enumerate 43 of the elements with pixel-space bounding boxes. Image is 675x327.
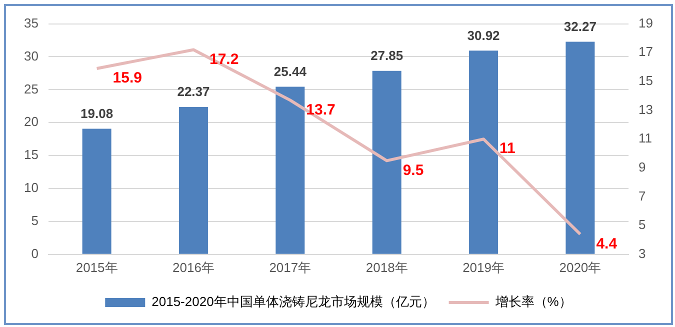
y2-tick-label: 7 <box>638 188 646 204</box>
y-tick-label: 20 <box>24 114 38 130</box>
y2-tick-label: 5 <box>638 217 646 232</box>
data-label: 4.4 <box>596 235 618 252</box>
bar <box>469 50 498 254</box>
data-label: 30.92 <box>467 28 500 43</box>
legend-label: 增长率（%） <box>494 294 572 310</box>
bar <box>276 86 305 254</box>
x-tick-label: 2020年 <box>559 260 602 275</box>
y2-tick-label: 9 <box>638 160 646 175</box>
bar <box>372 70 402 254</box>
data-label: 27.85 <box>370 48 404 63</box>
y2-tick-label: 13 <box>638 102 654 117</box>
y-tick-label: 5 <box>31 213 38 228</box>
data-label: 11 <box>500 140 516 158</box>
y2-tick-label: 11 <box>638 130 652 146</box>
x-tick-label: 2016年 <box>172 260 214 275</box>
legend-label: 2015-2020年中国单体浇铸尼龙市场规模（亿元） <box>152 294 435 310</box>
x-tick-label: 2019年 <box>462 260 504 275</box>
y-tick-label: 15 <box>24 147 38 162</box>
x-tick-label: 2015年 <box>76 260 118 275</box>
data-label: 25.44 <box>274 64 308 79</box>
y2-tick-label: 19 <box>638 15 654 30</box>
x-tick-label: 2018年 <box>366 260 408 275</box>
data-label: 22.37 <box>177 84 210 100</box>
bar <box>82 128 112 254</box>
y-tick-label: 10 <box>24 180 38 196</box>
y2-tick-label: 17 <box>638 44 654 60</box>
y-tick-label: 35 <box>24 15 38 30</box>
x-tick-label: 2017年 <box>269 260 312 275</box>
data-label: 9.5 <box>402 162 424 179</box>
data-label: 17.2 <box>209 50 239 68</box>
data-label: 32.27 <box>564 18 596 34</box>
y2-tick-label: 15 <box>638 73 654 88</box>
bar <box>178 107 208 254</box>
y2-tick-label: 3 <box>638 246 646 261</box>
y-tick-label: 0 <box>31 246 38 261</box>
data-label: 19.08 <box>80 106 114 121</box>
y-tick-label: 30 <box>24 48 38 64</box>
data-label: 15.9 <box>112 70 142 87</box>
y-tick-label: 25 <box>24 81 38 96</box>
bar <box>566 42 595 254</box>
data-label: 13.7 <box>306 101 336 118</box>
